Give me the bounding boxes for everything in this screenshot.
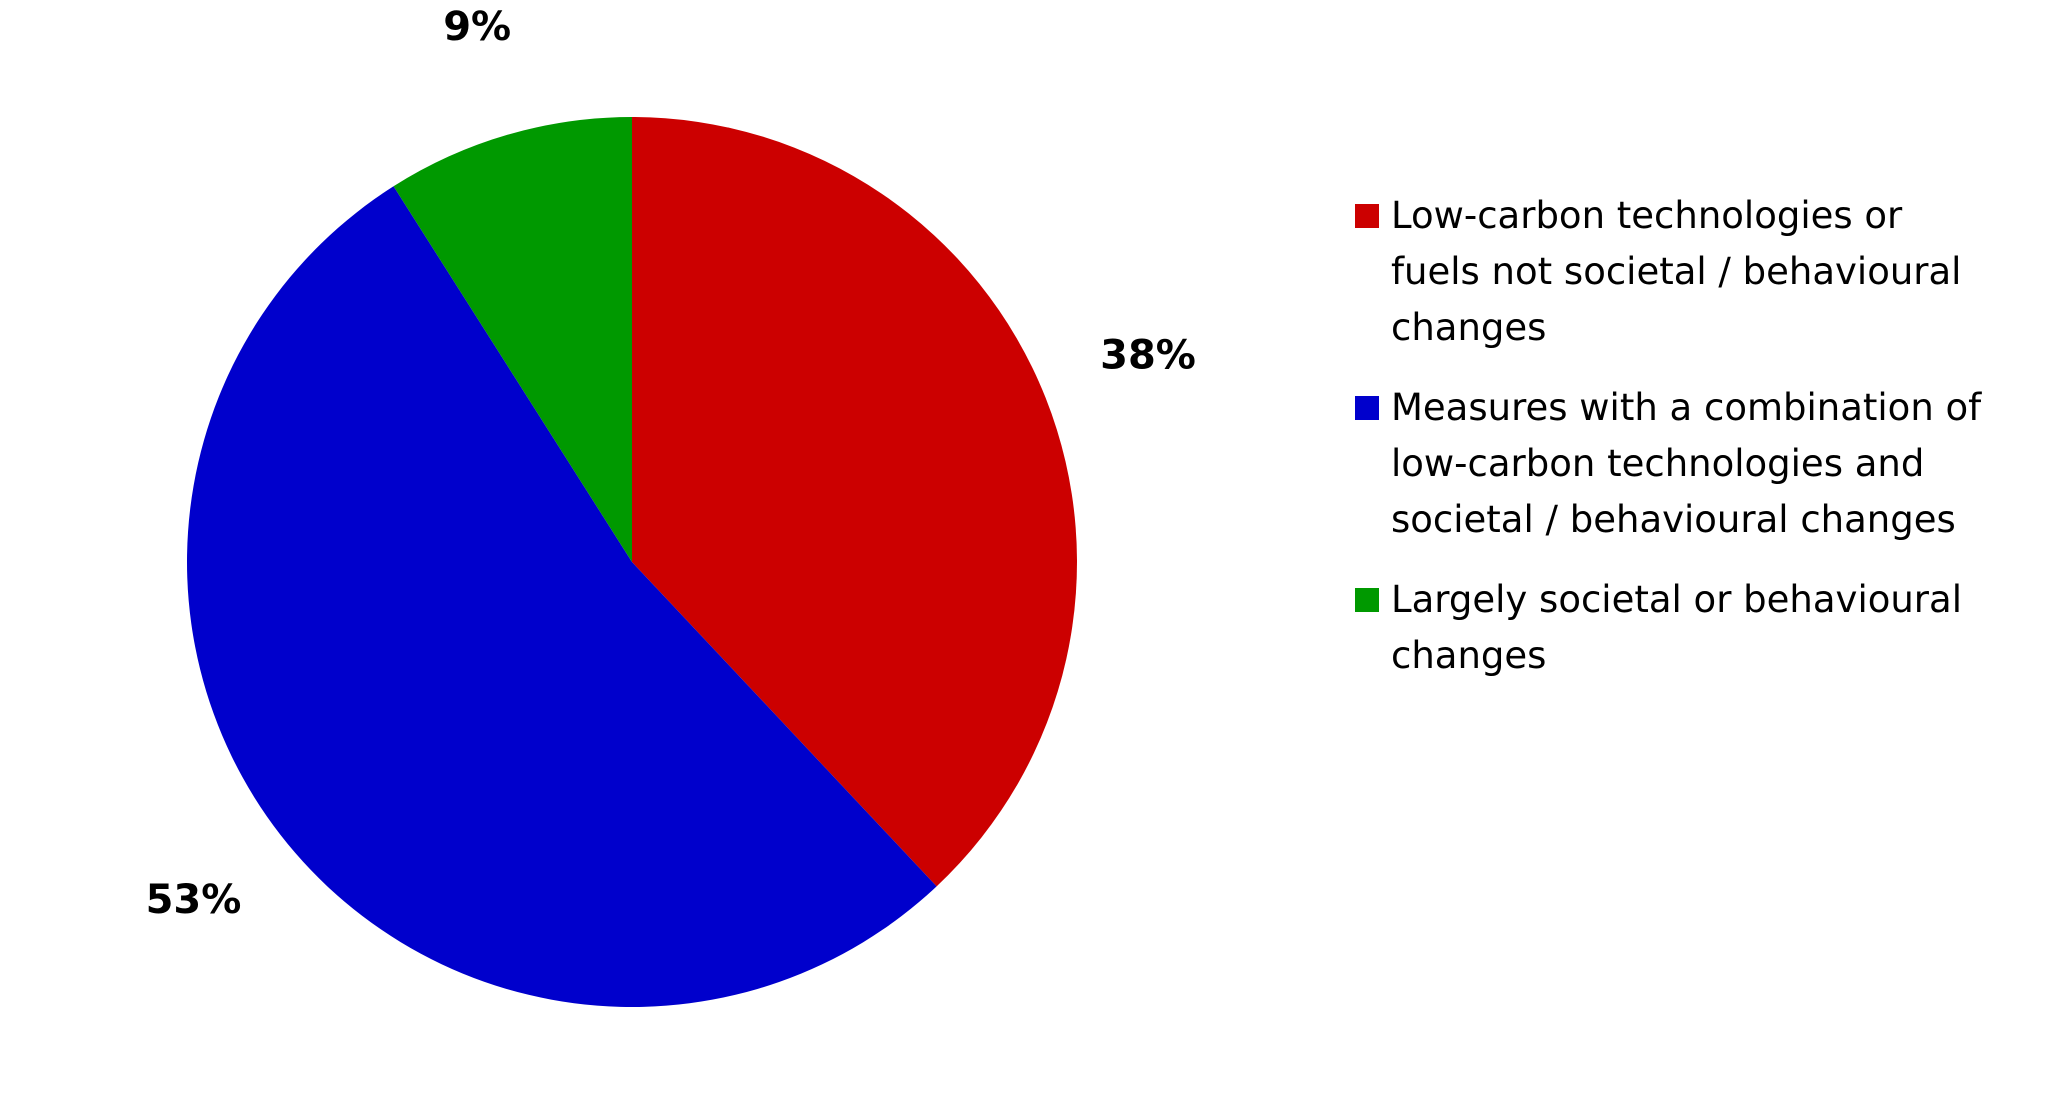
pie-slice-societal: [393, 117, 632, 562]
data-label-societal: 9%: [443, 4, 511, 50]
legend-label-combination: Measures with a combination of low-carbo…: [1391, 386, 1982, 541]
legend-label-low-carbon: Low-carbon technologies or fuels not soc…: [1391, 194, 1962, 349]
legend: Low-carbon technologies or fuels not soc…: [1355, 188, 1995, 708]
legend-swatch-low-carbon: [1355, 204, 1379, 228]
legend-swatch-societal: [1355, 588, 1379, 612]
data-label-low-carbon: 38%: [1100, 333, 1196, 379]
data-label-combination: 53%: [146, 877, 242, 923]
legend-label-societal: Largely societal or behavioural changes: [1391, 578, 1962, 677]
pie-data-labels: 38% 53% 9%: [146, 4, 1196, 923]
pie-slice-combination: [187, 186, 937, 1008]
legend-swatch-combination: [1355, 396, 1379, 420]
legend-item-low-carbon: Low-carbon technologies or fuels not soc…: [1355, 188, 1995, 356]
legend-item-combination: Measures with a combination of low-carbo…: [1355, 380, 1995, 548]
legend-item-societal: Largely societal or behavioural changes: [1355, 572, 1995, 684]
pie-slice-low-carbon: [632, 117, 1078, 887]
pie-slices: [187, 117, 1078, 1008]
